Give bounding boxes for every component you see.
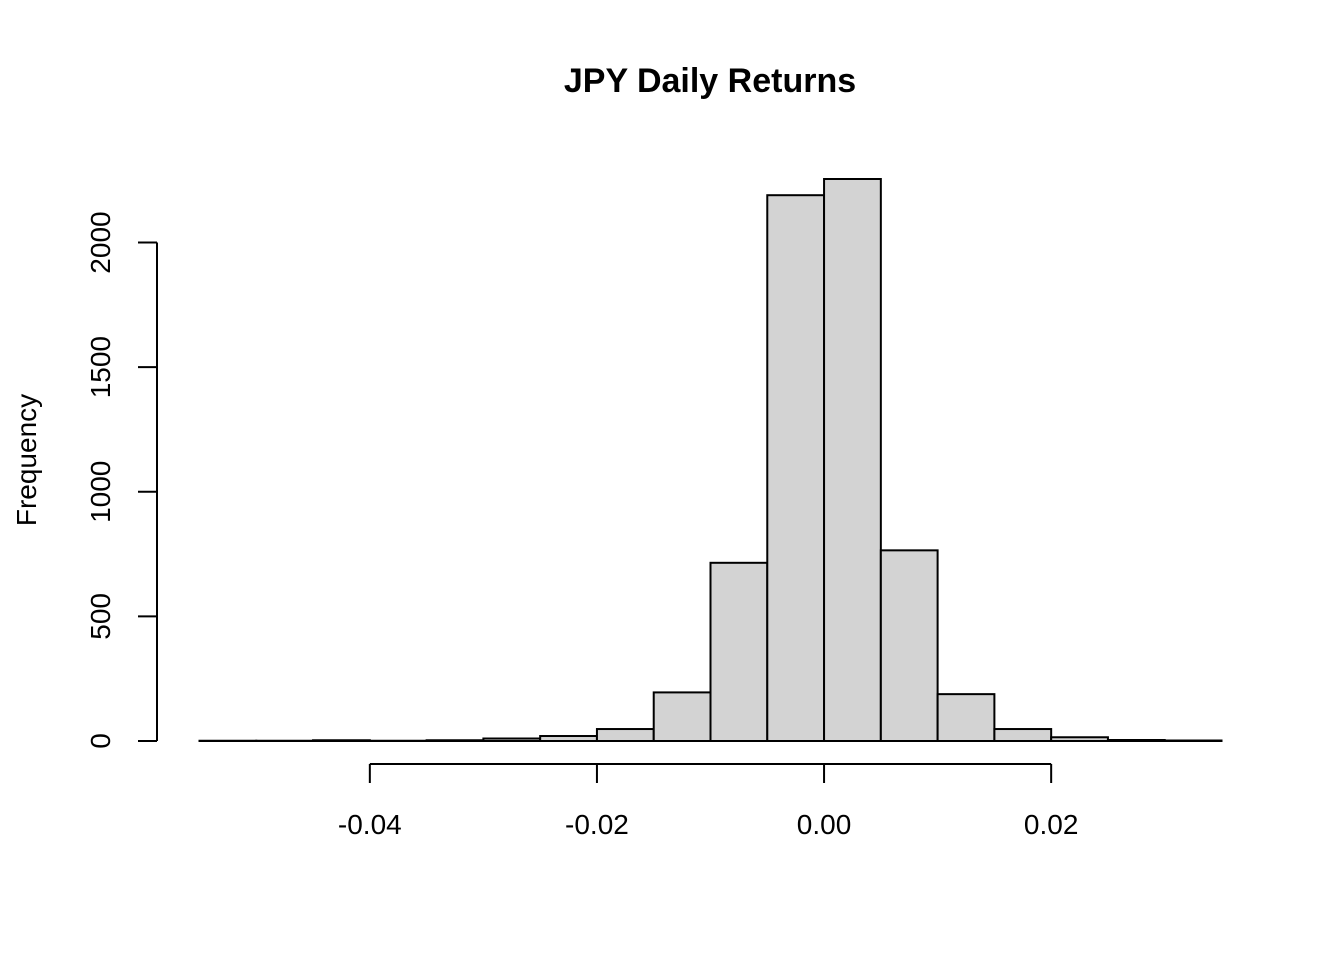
y-axis: 0 500 1000 1500 2000 xyxy=(85,211,158,749)
histogram-bar xyxy=(1050,736,1109,743)
histogram-bar xyxy=(766,194,826,742)
y-tick-label: 1500 xyxy=(85,336,116,398)
histogram-bar xyxy=(595,728,655,742)
histogram-bar xyxy=(709,561,769,742)
histogram-bar xyxy=(652,691,712,742)
histogram-bar xyxy=(879,549,939,743)
x-tick-label: 0.02 xyxy=(1024,809,1079,840)
histogram-bar xyxy=(482,737,542,742)
x-tick-label: -0.04 xyxy=(338,809,402,840)
y-tick-label: 500 xyxy=(85,593,116,640)
histogram-bar xyxy=(539,735,598,742)
histogram-bar xyxy=(425,739,485,742)
y-tick-label: 0 xyxy=(85,733,116,749)
histogram-bars xyxy=(198,178,1223,743)
histogram-bar xyxy=(993,728,1053,742)
chart-title: JPY Daily Returns xyxy=(564,62,856,100)
y-tick-label: 1000 xyxy=(85,461,116,523)
histogram-bar xyxy=(312,739,371,742)
x-tick-label: 0.00 xyxy=(797,809,852,840)
histogram-bar xyxy=(823,178,882,742)
x-axis: -0.04 -0.02 0.00 0.02 xyxy=(338,763,1079,840)
x-tick-label: -0.02 xyxy=(565,809,629,840)
histogram-bar xyxy=(936,693,996,742)
y-tick-label: 2000 xyxy=(85,211,116,273)
histogram-bar xyxy=(1106,739,1166,743)
y-axis-label: Frequency xyxy=(11,394,42,526)
